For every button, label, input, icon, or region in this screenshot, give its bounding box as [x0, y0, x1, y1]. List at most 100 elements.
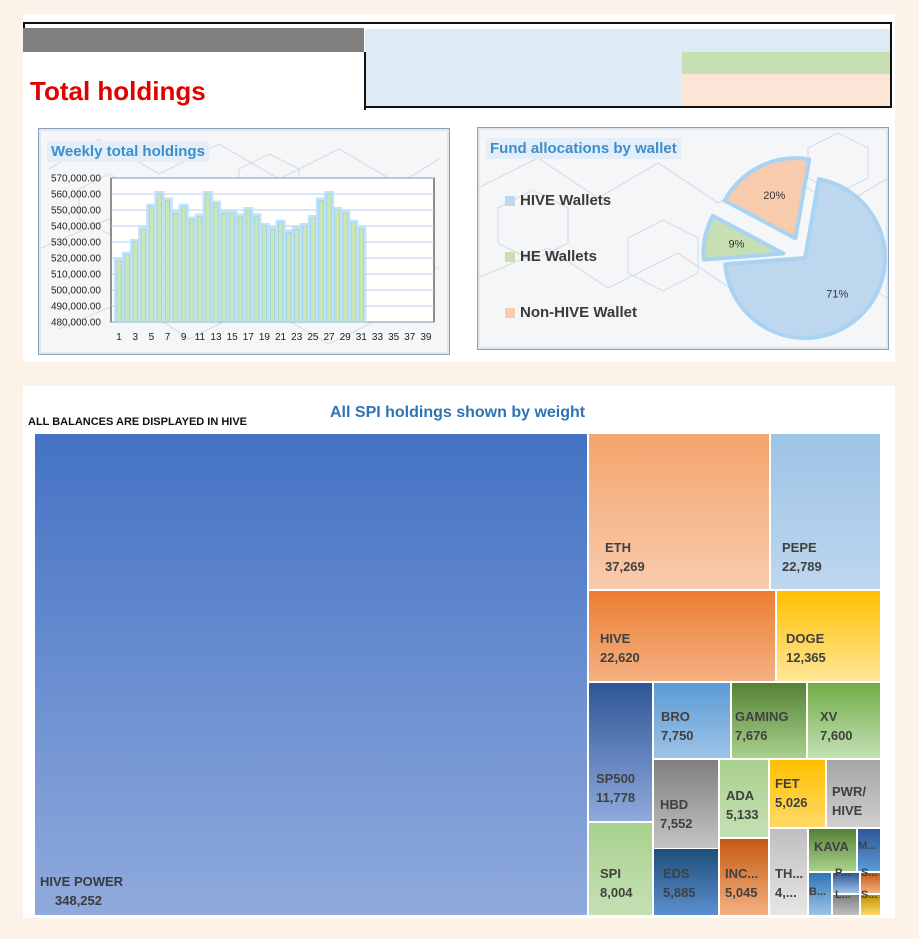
treemap-tile-label: KAVA [814, 837, 849, 856]
tile-value: 7,676 [735, 728, 768, 743]
treemap-tile-label: PEPE 22,789 [782, 538, 822, 576]
treemap-tile [34, 433, 588, 916]
treemap-tile-label: S... [861, 864, 878, 883]
tile-value: 5,045 [725, 885, 758, 900]
tile-name: EDS [663, 866, 690, 881]
tile-name: BRO [661, 709, 690, 724]
treemap-tile-label: DOGE 12,365 [786, 629, 826, 667]
treemap-tile [832, 894, 860, 916]
tile-value: 37,269 [605, 559, 645, 574]
treemap-tile-label: HIVE 22,620 [600, 629, 640, 667]
tile-name: XV [820, 709, 838, 724]
page-title: Total holdings [30, 76, 206, 106]
treemap-tile [588, 590, 776, 682]
legend-non-hive-wallet: Non-HIVE Wallet [505, 304, 637, 321]
tile-value: 8,004 [600, 885, 633, 900]
balances-note: ALL BALANCES ARE DISPLAYED IN HIVE [28, 416, 248, 428]
treemap-tile-label: HIVE POWER 348,252 [40, 872, 123, 910]
legend-label: HE Wallets [520, 248, 597, 265]
tile-value: 5,026 [775, 795, 808, 810]
tile-name: L... [835, 889, 851, 901]
treemap-tile [769, 828, 808, 916]
treemap-tile [653, 682, 731, 759]
tile-name: PWR/ HIVE [832, 784, 866, 818]
tile-value: 348,252 [55, 893, 102, 908]
tile-name: GAMING [735, 709, 789, 724]
treemap-tile-label: M... [858, 837, 876, 856]
treemap-tile [826, 759, 881, 828]
treemap-tile [857, 828, 881, 872]
treemap-tile [860, 872, 881, 894]
treemap-tile [808, 828, 857, 872]
treemap-tile [832, 872, 860, 894]
treemap-tile-label: GAMING 7,676 [735, 707, 788, 745]
header-green-band [682, 52, 892, 74]
treemap-tile [776, 590, 881, 682]
treemap-tile-label: HBD 7,552 [660, 795, 693, 833]
treemap-tile-label: FET 5,026 [775, 774, 808, 812]
treemap-tile-label: BRO 7,750 [661, 707, 694, 745]
treemap-tile [719, 838, 769, 916]
treemap-tile-label: P... [835, 864, 850, 883]
treemap-tile [588, 433, 770, 590]
tile-name: TH... [775, 866, 804, 881]
tile-name: P... [835, 867, 851, 879]
header-title-area [23, 52, 364, 110]
header-peach-band [682, 74, 892, 108]
treemap-tile [769, 759, 826, 828]
legend-he-wallets: HE Wallets [505, 248, 597, 265]
weekly-chart-title: Weekly total holdings [47, 141, 209, 162]
treemap-tile-label: ETH 37,269 [605, 538, 645, 576]
tile-name: SP500 [596, 771, 636, 786]
fund-chart-title: Fund allocations by wallet [486, 138, 681, 159]
treemap-tile-label: S... [861, 886, 878, 905]
treemap-tile-label: L... [835, 886, 851, 905]
header-gray-bar [23, 28, 364, 52]
treemap-tile-label: XV 7,600 [820, 707, 853, 745]
treemap-tile-label: INC... 5,045 [725, 864, 758, 902]
treemap-tile-label: TH... 4,... [775, 864, 803, 902]
tile-name: DOGE [786, 631, 825, 646]
treemap-tile-label: SPI 8,004 [600, 864, 633, 902]
treemap-tile-label: EDS 5,885 [663, 864, 696, 902]
treemap-tile-label: B... [809, 883, 826, 902]
tile-name: ETH [605, 540, 631, 555]
tile-value: 5,133 [726, 807, 759, 822]
tile-value: 7,750 [661, 728, 694, 743]
treemap-tile [807, 682, 881, 759]
tile-name: S... [861, 889, 878, 901]
tile-name: B... [809, 886, 827, 898]
legend-hive-wallets: HIVE Wallets [505, 192, 611, 209]
treemap-tile-label: PWR/ HIVE [832, 782, 872, 820]
tile-name: HIVE [600, 631, 631, 646]
tile-value: 12,365 [786, 650, 826, 665]
tile-value: 22,620 [600, 650, 640, 665]
treemap-tile [653, 848, 719, 916]
legend-label: HIVE Wallets [520, 192, 612, 209]
tile-name: SPI [600, 866, 621, 881]
tile-name: S... [861, 867, 878, 879]
treemap-tile [860, 894, 881, 916]
card-background-pattern [39, 138, 440, 345]
legend-swatch-he [505, 252, 515, 263]
header-divider [364, 52, 366, 110]
tile-name: HBD [660, 797, 689, 812]
tile-value: 7,552 [660, 816, 693, 831]
treemap-tile-label: ADA 5,133 [726, 786, 759, 824]
tile-name: PEPE [782, 540, 817, 555]
legend-swatch-hive [505, 196, 515, 207]
tile-value: 4,... [775, 885, 797, 900]
treemap-tile [719, 759, 769, 838]
tile-name: HIVE POWER [40, 874, 124, 889]
legend-label: Non-HIVE Wallet [520, 304, 637, 321]
treemap-tile [731, 682, 807, 759]
tile-name: INC... [725, 866, 759, 881]
treemap-tile-label: SP500 11,778 [596, 769, 635, 807]
tile-name: FET [775, 776, 800, 791]
tile-value: 22,789 [782, 559, 822, 574]
treemap-title: All SPI holdings shown by weight [330, 404, 586, 421]
treemap-tile [588, 822, 653, 916]
tile-value: 11,778 [596, 790, 636, 805]
treemap-tile [808, 872, 832, 916]
treemap-tile [588, 682, 653, 822]
